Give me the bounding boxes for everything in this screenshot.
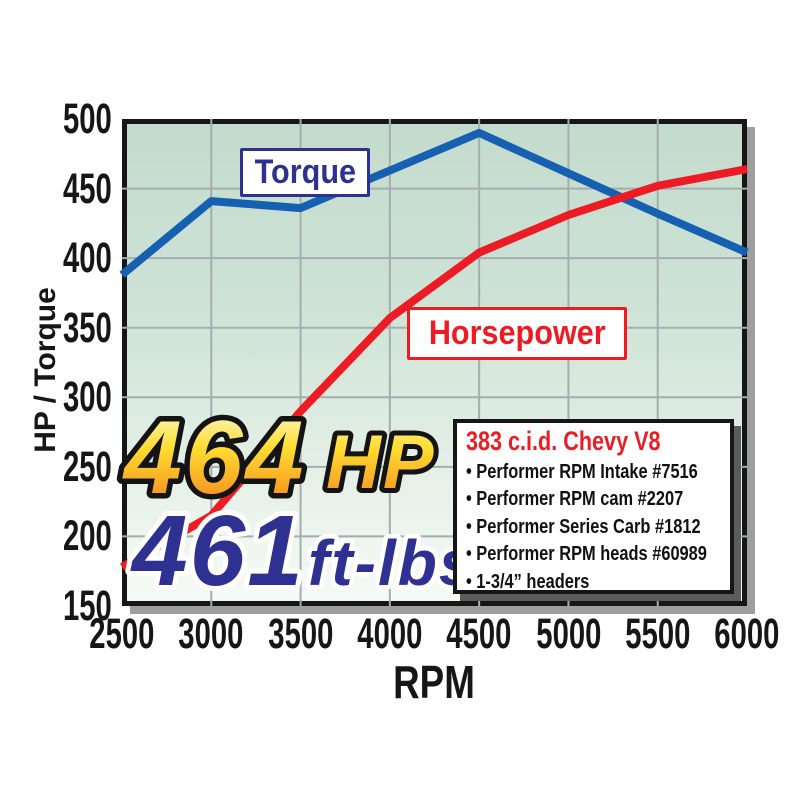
y-tick-label-text: 200 — [63, 512, 112, 561]
spec-list-item: • 1-3/4” headers — [466, 568, 721, 595]
hp-badge-value: 464 — [122, 400, 307, 516]
y-tick-label: 450 — [26, 167, 112, 211]
spec-list-item: • Performer RPM heads #60989 — [466, 540, 721, 567]
spec-list-item: • Performer RPM cam #2207 — [466, 485, 721, 512]
spec-list-item: • Performer Series Carb #1812 — [466, 513, 721, 540]
y-tick-label: 500 — [26, 97, 112, 141]
x-axis-title-text: RPM — [393, 656, 475, 708]
x-tick-label: 4500 — [429, 610, 529, 658]
x-tick-label-text: 3500 — [268, 610, 334, 658]
torque-series-label: Torque — [240, 148, 370, 197]
torque-series-label-text: Torque — [254, 153, 356, 191]
y-tick-label: 250 — [26, 445, 112, 489]
x-tick-label: 4000 — [340, 610, 440, 658]
x-tick-label: 5000 — [518, 610, 618, 658]
y-tick-label: 350 — [26, 306, 112, 350]
engine-spec-list: • Performer RPM Intake #7516 • Performer … — [466, 458, 721, 595]
y-tick-label-text: 300 — [63, 373, 112, 422]
horsepower-series-label: Horsepower — [407, 307, 627, 360]
engine-spec-title-text: 383 c.i.d. Chevy V8 — [466, 426, 661, 456]
x-tick-label-text: 3000 — [178, 610, 244, 658]
y-tick-label-text: 350 — [63, 303, 112, 352]
y-tick-label: 400 — [26, 236, 112, 280]
hp-result-badge: 464 HP — [117, 395, 439, 522]
y-tick-label-text: 500 — [63, 95, 112, 143]
y-tick-label-text: 450 — [63, 164, 112, 213]
y-tick-label-text: 150 — [63, 582, 112, 630]
spec-list-item-text: • Performer Series Carb #1812 — [466, 514, 701, 538]
torque-badge-value: 461 — [130, 495, 305, 607]
engine-spec-title: 383 c.i.d. Chevy V8 — [466, 426, 721, 457]
torque-badge-unit: ft-lbs — [308, 527, 476, 599]
x-tick-label: 3000 — [161, 610, 261, 658]
engine-spec-box: 383 c.i.d. Chevy V8 • Performer RPM Inta… — [453, 419, 734, 594]
x-tick-label-text: 2500 — [89, 610, 155, 658]
spec-list-item-text: • 1-3/4” headers — [466, 569, 590, 593]
spec-list-item: • Performer RPM Intake #7516 — [466, 458, 721, 485]
horsepower-series-label-text: Horsepower — [428, 314, 606, 352]
x-tick-label: 5500 — [608, 610, 708, 658]
x-tick-label-text: 4500 — [446, 610, 512, 658]
torque-curve — [119, 128, 749, 278]
y-tick-label-text: 250 — [63, 442, 112, 491]
x-tick-label: 2500 — [72, 610, 172, 658]
hp-badge-unit: HP — [326, 420, 436, 505]
x-tick-label: 3500 — [251, 610, 351, 658]
y-tick-label: 150 — [26, 584, 112, 628]
torque-result-badge: 461 ft-lbs — [125, 490, 479, 612]
y-tick-label: 200 — [26, 514, 112, 558]
spec-list-item-text: • Performer RPM cam #2207 — [466, 487, 684, 511]
x-tick-label-text: 6000 — [714, 610, 780, 658]
x-tick-label-text: 4000 — [357, 610, 423, 658]
spec-list-item-text: • Performer RPM heads #60989 — [466, 542, 707, 566]
x-tick-label: 6000 — [697, 610, 797, 658]
horsepower-curve — [120, 165, 748, 571]
y-tick-label: 300 — [26, 375, 112, 419]
x-tick-label-text: 5500 — [625, 610, 691, 658]
x-axis-title: RPM — [383, 655, 485, 709]
y-tick-label-text: 400 — [63, 234, 112, 283]
spec-list-item-text: • Performer RPM Intake #7516 — [466, 460, 698, 483]
plot-area: Torque Horsepower — [119, 119, 749, 606]
x-tick-label-text: 5000 — [535, 610, 601, 658]
